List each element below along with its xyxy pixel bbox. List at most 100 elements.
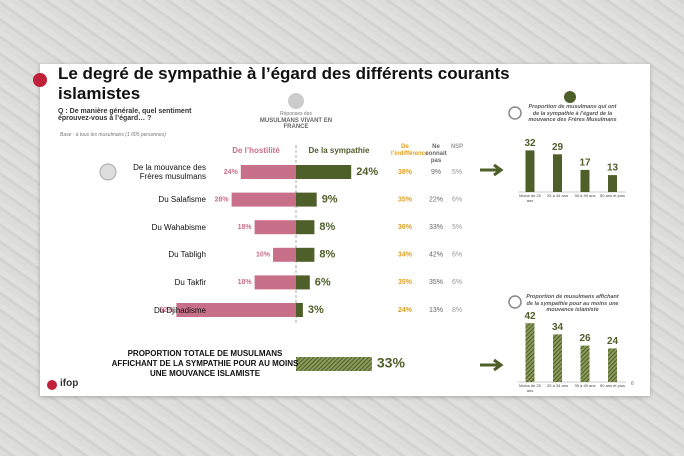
- brotherhood-logo: [99, 163, 117, 181]
- bar-value: 17: [579, 158, 591, 169]
- x-tick-label: 50 ans et plus: [600, 383, 625, 388]
- hostility-label: 18%: [238, 279, 253, 286]
- hostility-bar: [273, 247, 296, 262]
- magnifier-icon: [508, 106, 522, 120]
- sympathy-label: 6%: [315, 276, 331, 288]
- bar: [608, 175, 617, 192]
- bar: [553, 154, 562, 192]
- bar-value: 13: [607, 163, 619, 174]
- total-bar: [296, 357, 372, 371]
- base-note: Base : à tous les musulmans (1 005 perso…: [60, 132, 166, 138]
- magnifier-icon: [508, 295, 522, 309]
- bar: [525, 150, 535, 192]
- x-tick-label: 35 à 49 ans: [574, 193, 596, 198]
- sympathy-label: 9%: [322, 194, 338, 206]
- sympathy-bar: [296, 165, 352, 179]
- bar: [525, 323, 535, 382]
- hostility-bar: [254, 275, 296, 290]
- table-value: 35%: [398, 279, 413, 286]
- category-label: Du Wahabisme: [151, 222, 206, 232]
- chart-title: Proportion de musulmans affichant de la …: [526, 294, 619, 313]
- bar: [553, 334, 562, 382]
- title: Le degré de sympathie à l’égard des diff…: [58, 64, 510, 103]
- series-header: De la sympathie: [308, 146, 370, 155]
- category-label: Du Takfir: [174, 277, 206, 287]
- table-value: 35%: [429, 279, 443, 286]
- arrow: [480, 163, 504, 177]
- total-value: 33%: [377, 355, 406, 371]
- x-tick-label: Moins de 25 ans: [519, 383, 541, 393]
- bar-value: 29: [552, 142, 564, 153]
- chart-icon: [564, 91, 576, 103]
- bar-value: 42: [524, 311, 536, 322]
- sympathy-bar: [296, 220, 315, 235]
- table-value: 38%: [398, 169, 413, 176]
- table-value: 13%: [429, 307, 443, 314]
- logo-mark: [47, 380, 57, 390]
- table-value: 33%: [429, 224, 443, 231]
- sympathy-label: 24%: [356, 166, 378, 178]
- table-value: 34%: [398, 252, 413, 259]
- category-label: De la mouvance des Frères musulmans: [133, 163, 206, 181]
- respondents-intro: Réponses des: [280, 111, 312, 117]
- x-tick-label: 50 ans et plus: [600, 193, 625, 198]
- table-value: 6%: [452, 252, 462, 259]
- total-label: PROPORTION TOTALE DE MUSULMANS AFFICHANT…: [111, 349, 299, 378]
- hostility-label: 10%: [256, 252, 271, 259]
- bar-value: 26: [579, 333, 591, 344]
- question: Q : De manière générale, quel sentiment …: [58, 108, 192, 122]
- table-value: 5%: [452, 169, 462, 176]
- respondent-icon: [288, 93, 304, 109]
- bar-value: 24: [607, 336, 619, 347]
- x-tick-label: 25 à 34 ans: [547, 193, 568, 198]
- logo: ifop: [60, 378, 79, 389]
- hostility-label: 18%: [238, 224, 253, 231]
- column-header: Ne connait pas: [425, 144, 447, 164]
- accent-dot: [33, 73, 47, 87]
- category-label: Du Salafisme: [158, 195, 206, 205]
- x-tick-label: 25 à 34 ans: [547, 383, 568, 388]
- x-tick-label: Moins de 25 ans: [519, 193, 541, 203]
- page-number: 6: [631, 381, 634, 387]
- table-value: 6%: [452, 279, 462, 286]
- table-value: 9%: [431, 169, 441, 176]
- bar: [608, 348, 617, 382]
- table-value: 36%: [398, 224, 413, 231]
- sympathy-bar: [296, 275, 310, 290]
- bar-value: 32: [524, 138, 536, 149]
- arrow: [480, 358, 504, 372]
- x-tick-label: 35 à 49 ans: [574, 383, 596, 388]
- bar: [580, 345, 590, 382]
- hostility-label: 28%: [215, 196, 230, 203]
- sympathy-label: 3%: [308, 304, 324, 316]
- table-value: 35%: [398, 196, 413, 203]
- sympathy-bar: [296, 192, 317, 207]
- category-label: Du Tabligh: [168, 250, 206, 260]
- table-value: 22%: [429, 196, 443, 203]
- bar: [580, 169, 590, 192]
- sympathy-bar: [296, 247, 315, 262]
- hostility-bar: [176, 303, 296, 317]
- sympathy-label: 8%: [319, 221, 335, 233]
- hostility-bar: [254, 220, 296, 235]
- bar-value: 34: [552, 322, 564, 333]
- slide: [40, 64, 650, 396]
- column-header: NSP: [450, 144, 464, 150]
- sympathy-label: 8%: [319, 249, 335, 261]
- table-value: 6%: [452, 196, 462, 203]
- hostility-bar: [231, 192, 296, 207]
- hostility-label: 52%: [159, 307, 174, 314]
- table-value: 5%: [452, 224, 462, 231]
- table-value: 42%: [429, 252, 443, 259]
- category-label: Du Djihadisme: [153, 305, 206, 315]
- chart-title: Proportion de musulmans qui ont de la sy…: [528, 104, 617, 123]
- sympathy-bar: [296, 303, 303, 317]
- hostility-bar: [240, 165, 296, 179]
- column-header: De l’indifférence: [391, 144, 429, 157]
- table-value: 8%: [452, 307, 462, 314]
- series-header: De l’hostilité: [232, 146, 280, 155]
- respondents: MUSULMANS VIVANT EN FRANCE: [259, 118, 333, 130]
- hostility-label: 24%: [224, 169, 239, 176]
